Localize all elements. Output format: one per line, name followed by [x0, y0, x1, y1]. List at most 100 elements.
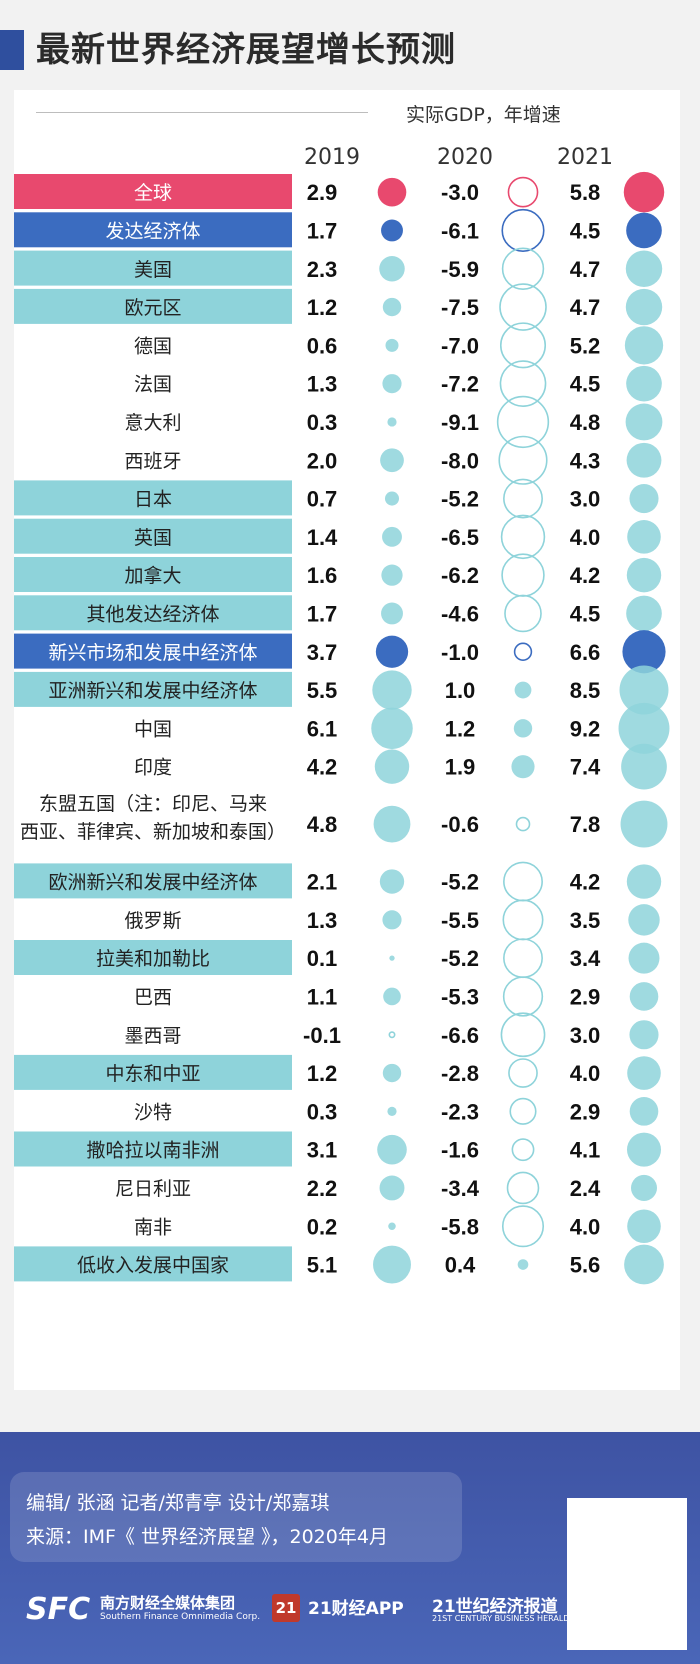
value-label: -9.1: [441, 410, 479, 435]
bubble: [372, 670, 412, 710]
row-label-bg: [14, 174, 292, 209]
bubble: [502, 976, 544, 1017]
value-label: 2.3: [307, 257, 338, 282]
value-label: 4.2: [307, 755, 338, 780]
bubble: [623, 171, 665, 213]
bubble: [626, 595, 662, 632]
value-label: 2.4: [570, 1176, 601, 1201]
value-label: 4.5: [570, 372, 601, 397]
bubble: [626, 864, 662, 899]
row-label: 欧元区: [124, 297, 181, 319]
row-label: 美国: [134, 259, 172, 281]
value-label: -8.0: [441, 448, 479, 473]
unit-label: 实际GDP，年增速: [406, 104, 561, 126]
value-label: -5.2: [441, 487, 479, 512]
value-label: -0.6: [441, 812, 479, 837]
row-label-bg: [14, 288, 292, 324]
row-label: 全球: [134, 182, 172, 204]
bubble: [501, 1205, 545, 1248]
value-label: -5.9: [441, 257, 479, 282]
value-label: 1.2: [307, 295, 338, 320]
year-header-2019: 2019: [304, 145, 360, 170]
bubble: [628, 904, 660, 936]
bubble: [501, 247, 545, 290]
bubble: [388, 1031, 396, 1039]
bubble-table-chart: 全球 2.9 -3.0 5.8 发达经济体 1.7 -6.1 4.5 美国 2.3 -5.9 4.7 欧…: [14, 171, 670, 1285]
value-label: 2.1: [307, 870, 338, 895]
bubble: [500, 1012, 546, 1058]
row-label-bg: [14, 1054, 292, 1090]
bubble: [629, 1097, 659, 1126]
21cbh-logo-cn: 21世纪经济报道: [432, 1597, 558, 1617]
sfc-logo-mark: SFC: [26, 1592, 91, 1627]
row-label-bg: [14, 212, 292, 248]
value-label: 1.2: [307, 1061, 338, 1086]
credit-box: [10, 1472, 462, 1562]
value-label: 9.2: [570, 716, 601, 741]
value-label: -5.8: [441, 1214, 479, 1239]
row-label: 南非: [134, 1216, 172, 1238]
row-label: 中国: [134, 718, 172, 740]
bubble: [626, 442, 662, 478]
bubble: [626, 1132, 662, 1167]
row-label: 低收入发展中国家: [77, 1255, 229, 1277]
value-label: 2.2: [307, 1176, 338, 1201]
bubble: [503, 861, 543, 902]
row-label: 欧洲新兴和发展中经济体: [48, 872, 257, 894]
bubble: [379, 256, 405, 282]
21-app-logo-mark: 21: [272, 1594, 300, 1622]
value-label: -7.5: [441, 295, 479, 320]
row-label: 拉美和加勒比: [96, 948, 210, 970]
bubble: [387, 417, 397, 427]
row-label: 西亚、菲律宾、新加坡和泰国）: [20, 821, 286, 843]
value-label: 4.0: [570, 1214, 601, 1239]
value-label: 8.5: [570, 678, 601, 703]
bubble: [382, 1063, 402, 1083]
row-label-bg: [14, 1131, 292, 1167]
row-label: 沙特: [134, 1101, 172, 1123]
value-label: 2.9: [307, 180, 338, 205]
bubble: [373, 805, 411, 843]
bubble: [629, 484, 659, 514]
bubble: [371, 707, 413, 750]
value-label: 7.8: [570, 812, 601, 837]
value-label: -3.0: [441, 180, 479, 205]
bubble: [500, 514, 546, 560]
header-rule: [36, 112, 368, 113]
bubble: [382, 297, 402, 317]
value-label: 0.7: [307, 487, 338, 512]
bubble: [383, 987, 401, 1006]
value-label: 1.2: [445, 716, 476, 741]
row-label: 日本: [134, 489, 172, 511]
value-label: -5.3: [441, 984, 479, 1009]
value-label: 5.5: [307, 678, 338, 703]
bubble: [515, 816, 531, 832]
row-label: 意大利: [124, 412, 181, 434]
value-label: -7.2: [441, 372, 479, 397]
bubble: [382, 374, 402, 394]
bubble: [509, 1097, 537, 1125]
row-label-bg: [14, 1246, 292, 1282]
row-label-bg: [14, 557, 292, 592]
bubble: [619, 665, 669, 715]
value-label: 0.2: [307, 1214, 338, 1239]
bubble: [504, 594, 542, 633]
value-label: 4.5: [570, 218, 601, 243]
bubble: [627, 1056, 661, 1090]
value-label: 2.0: [307, 448, 338, 473]
bubble: [381, 219, 403, 242]
value-label: 1.3: [307, 908, 338, 933]
bubble: [627, 520, 661, 554]
title-accent-bar: [0, 30, 24, 70]
21cbh-logo-en: 21ST CENTURY BUSINESS HERALD: [432, 1614, 570, 1623]
bubble: [625, 403, 663, 441]
value-label: 1.1: [307, 984, 338, 1009]
bubble: [630, 1174, 658, 1201]
bubble: [501, 553, 545, 597]
value-label: -6.5: [441, 525, 479, 550]
bubble: [381, 564, 403, 586]
value-label: 5.1: [307, 1253, 338, 1278]
row-label: 撒哈拉以南非洲: [86, 1140, 219, 1162]
page-title: 最新世界经济展望增长预测: [36, 30, 456, 70]
row-label: 俄罗斯: [124, 910, 181, 932]
